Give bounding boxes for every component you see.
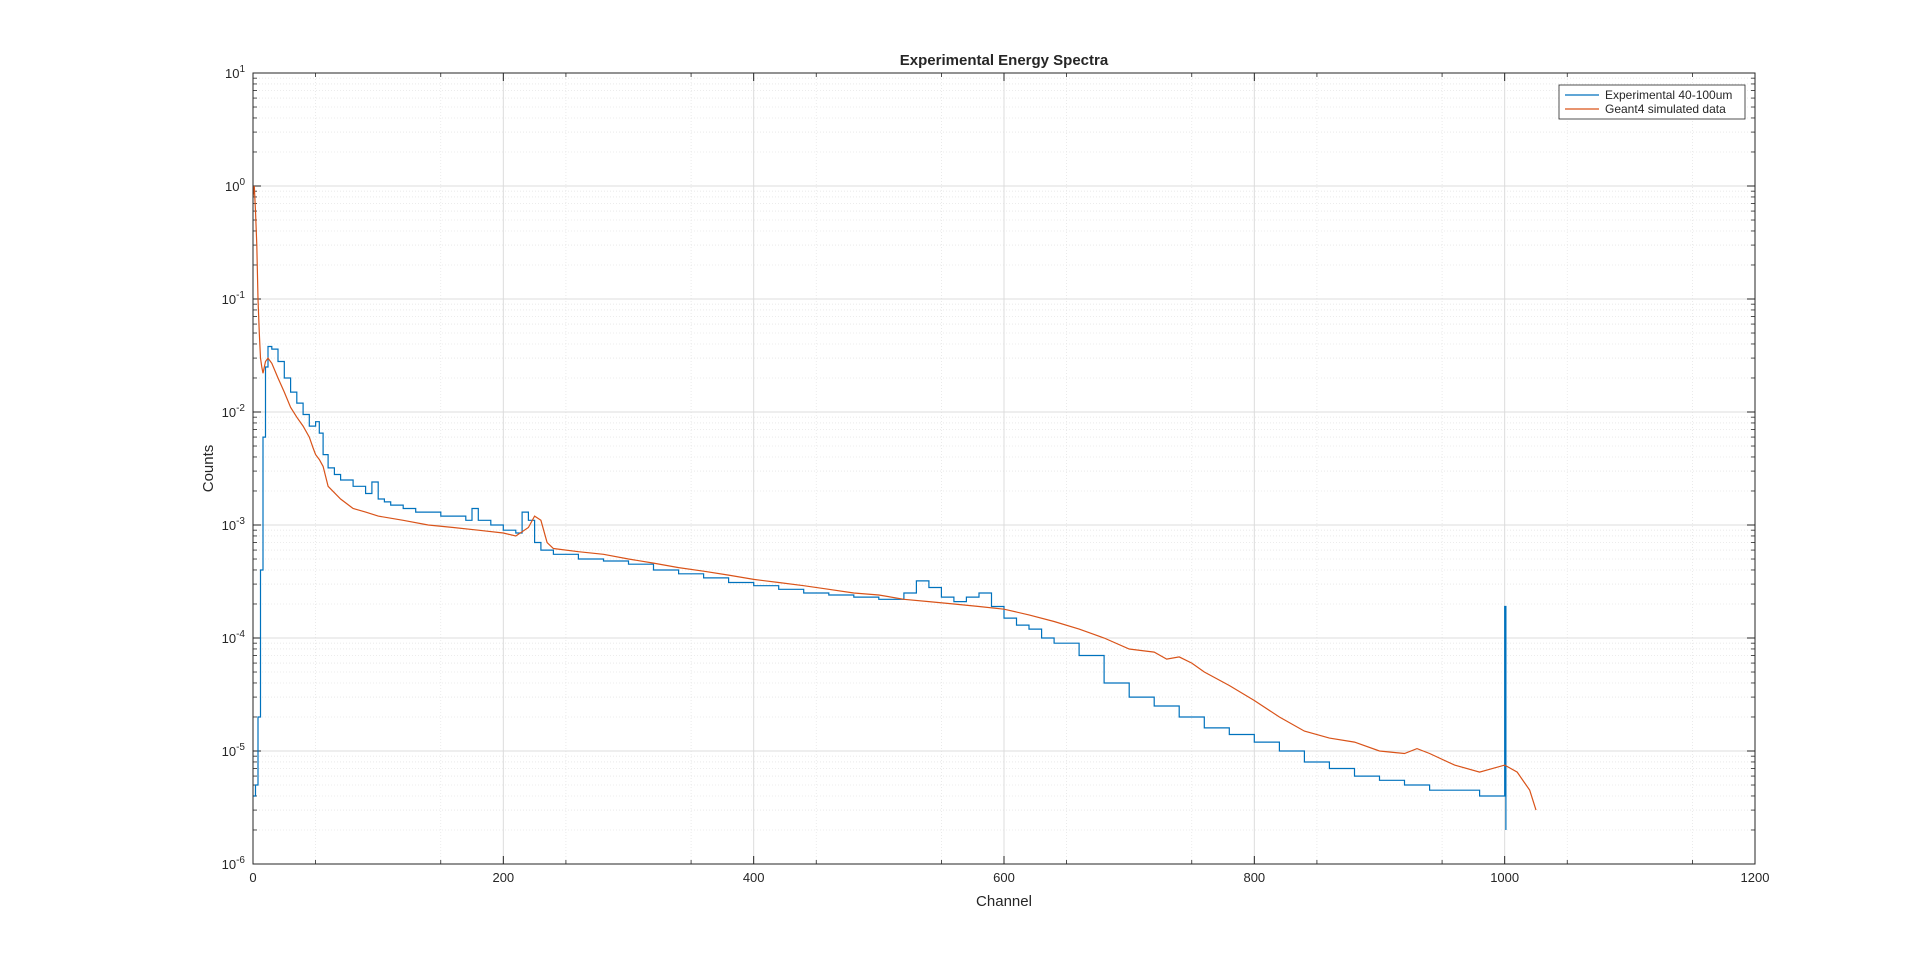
x-tick-label: 800 — [1243, 870, 1265, 885]
y-tick-label: 10-6 — [222, 855, 246, 872]
y-tick-label: 10-5 — [222, 742, 246, 759]
chart-title: Experimental Energy Spectra — [900, 52, 1109, 69]
x-tick-label: 1200 — [1741, 870, 1770, 885]
x-axis-label: Channel — [976, 893, 1032, 910]
y-axis-label: Counts — [200, 445, 217, 493]
x-tick-label: 400 — [743, 870, 765, 885]
x-tick-label: 1000 — [1490, 870, 1519, 885]
plot-area: 0 200 400 600 800 1000 1200 10-6 10-5 10-4 10-3 10-… — [222, 64, 1770, 885]
series-line-2 — [253, 185, 1537, 811]
axes-box — [252, 72, 1756, 865]
y-tick-label: 10-4 — [222, 629, 246, 646]
y-tick-label: 101 — [225, 64, 245, 81]
legend-label-1: Experimental 40-100um — [1605, 88, 1732, 102]
x-tick-label: 200 — [492, 870, 514, 885]
x-tick-label: 600 — [993, 870, 1015, 885]
y-tick-label: 10-3 — [222, 516, 246, 533]
legend-label-2: Geant4 simulated data — [1605, 102, 1726, 116]
y-tick-label: 10-2 — [222, 403, 246, 420]
series-line-1 — [253, 345, 1507, 830]
legend-box — [1558, 84, 1746, 120]
y-tick-label: 10-1 — [222, 290, 246, 307]
y-tick-label: 100 — [225, 177, 245, 194]
x-tick-label: 0 — [249, 870, 256, 885]
